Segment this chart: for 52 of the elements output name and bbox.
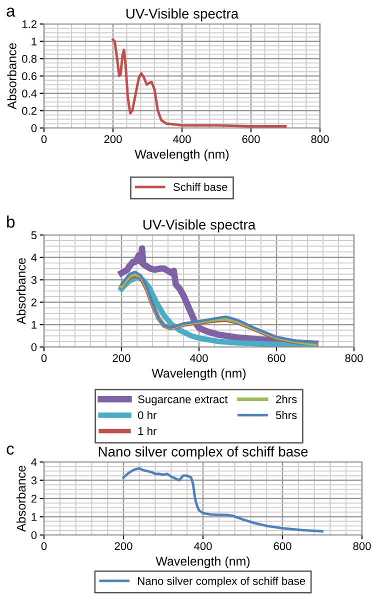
chart-title: UV-Visible spectra <box>126 8 239 22</box>
legend-label: Sugarcane extract <box>138 395 228 406</box>
text: c <box>6 446 14 455</box>
text: b <box>7 215 15 228</box>
x-tick-label: 200 <box>112 354 130 362</box>
y-tick-label: 0.2 <box>22 106 36 115</box>
y-tick-label: 0.8 <box>22 54 37 63</box>
y-tick-label: 0.6 <box>22 72 37 80</box>
chart-title: UV-Visible spectra <box>143 219 256 232</box>
x-tick-label: 0 <box>41 354 47 362</box>
y-tick-label: 5 <box>31 231 37 240</box>
x-tick-label: 400 <box>172 135 191 144</box>
x-tick-label: 200 <box>104 135 122 144</box>
x-tick-label: 0 <box>41 542 47 550</box>
y-tick-label: 0 <box>31 124 37 132</box>
x-tick-label: 800 <box>345 354 363 362</box>
x-tick-label: 400 <box>190 354 208 362</box>
x-tick-label: 800 <box>311 135 329 144</box>
chart-title: Nano silver complex of schiff base <box>98 446 308 460</box>
y-axis-title: Absorbance <box>16 258 26 324</box>
y-tick-label: 2 <box>31 494 36 503</box>
y-tick-label: 1 <box>32 513 37 521</box>
x-tick-label: 200 <box>114 542 132 550</box>
legend-label: 1 hr <box>138 426 157 435</box>
y-tick-label: 0 <box>31 343 37 352</box>
x-tick-label: 0 <box>41 135 47 144</box>
x-tick-label: 600 <box>268 354 286 362</box>
y-tick-label: 3 <box>31 476 37 484</box>
x-tick-label: 400 <box>194 542 212 550</box>
x-axis-title: Wavelength (nm) <box>134 149 229 162</box>
legend-label: 0 hr <box>138 410 157 420</box>
y-tick-label: 0.4 <box>22 90 37 98</box>
y-tick-label: 0 <box>31 531 37 540</box>
legend-label: 2hrs <box>276 395 297 404</box>
y-axis-title: Absorbance <box>7 43 16 110</box>
y-tick-label: 1.2 <box>22 20 36 28</box>
x-tick-label: 600 <box>274 542 292 550</box>
y-tick-label: 4 <box>31 254 37 262</box>
y-tick-label: 1 <box>32 320 37 329</box>
x-tick-label: 600 <box>242 135 260 144</box>
legend-label: Nano silver complex of schiff base <box>138 576 306 588</box>
legend-label: Schiff base <box>173 182 228 191</box>
x-tick-label: 800 <box>353 542 371 550</box>
text: a <box>6 8 16 17</box>
y-tick-label: 2 <box>31 298 36 306</box>
y-tick-label: 1 <box>32 38 37 46</box>
legend-label: 5hrs <box>276 410 297 420</box>
y-tick-label: 4 <box>31 458 37 466</box>
y-tick-label: 3 <box>31 276 37 284</box>
y-axis-title: Absorbance <box>16 466 26 532</box>
x-axis-title: Wavelength (nm) <box>156 556 250 568</box>
x-axis-title: Wavelength (nm) <box>152 368 246 380</box>
